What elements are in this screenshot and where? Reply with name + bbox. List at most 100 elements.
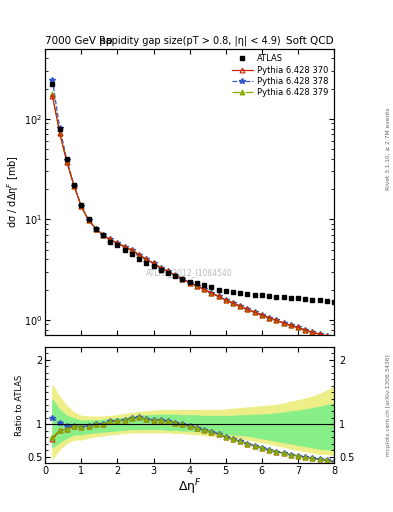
Pythia 6.428 379 [252, 309, 257, 315]
Pythia 6.428 370 [64, 159, 69, 165]
Pythia 6.428 378 [122, 244, 127, 250]
Pythia 6.428 378 [173, 272, 178, 278]
Pythia 6.428 370 [259, 312, 264, 318]
Pythia 6.428 378 [252, 309, 257, 315]
Pythia 6.428 370 [238, 303, 242, 309]
Pythia 6.428 378 [231, 300, 235, 306]
ATLAS [310, 297, 315, 303]
Pythia 6.428 379 [108, 237, 112, 243]
Pythia 6.428 378 [86, 217, 91, 223]
ATLAS [223, 288, 228, 294]
Pythia 6.428 370 [216, 293, 221, 300]
ATLAS [64, 156, 69, 162]
Pythia 6.428 379 [137, 251, 141, 258]
Pythia 6.428 379 [79, 203, 84, 209]
Text: 7000 GeV pp: 7000 GeV pp [45, 36, 113, 46]
Pythia 6.428 379 [310, 329, 315, 335]
Pythia 6.428 379 [303, 327, 308, 333]
Pythia 6.428 378 [108, 237, 112, 243]
Legend: ATLAS, Pythia 6.428 370, Pythia 6.428 378, Pythia 6.428 379: ATLAS, Pythia 6.428 370, Pythia 6.428 37… [230, 53, 330, 98]
Pythia 6.428 370 [223, 297, 228, 303]
Pythia 6.428 379 [332, 335, 336, 342]
Pythia 6.428 370 [310, 329, 315, 335]
Y-axis label: dσ / dΔη$^F$ [mb]: dσ / dΔη$^F$ [mb] [6, 156, 21, 228]
Pythia 6.428 378 [57, 124, 62, 131]
Pythia 6.428 370 [144, 256, 149, 262]
Pythia 6.428 378 [245, 306, 250, 312]
Pythia 6.428 370 [57, 130, 62, 136]
Pythia 6.428 379 [259, 312, 264, 318]
Pythia 6.428 370 [158, 265, 163, 271]
Pythia 6.428 379 [144, 256, 149, 262]
Pythia 6.428 379 [94, 225, 98, 231]
ATLAS [202, 282, 206, 288]
Pythia 6.428 370 [231, 300, 235, 306]
Pythia 6.428 378 [216, 293, 221, 300]
Line: Pythia 6.428 370: Pythia 6.428 370 [50, 93, 336, 341]
Pythia 6.428 378 [310, 329, 315, 335]
Pythia 6.428 378 [187, 280, 192, 286]
ATLAS [94, 226, 98, 232]
Pythia 6.428 378 [267, 314, 272, 321]
Text: Rivet 3.1.10, ≥ 2.7M events: Rivet 3.1.10, ≥ 2.7M events [386, 108, 391, 190]
Pythia 6.428 370 [130, 247, 134, 253]
Pythia 6.428 379 [180, 275, 185, 282]
ATLAS [50, 81, 55, 88]
ATLAS [238, 290, 242, 296]
Pythia 6.428 379 [281, 320, 286, 326]
ATLAS [151, 263, 156, 269]
ATLAS [72, 182, 77, 188]
Pythia 6.428 370 [195, 283, 199, 289]
Pythia 6.428 378 [238, 303, 242, 309]
ATLAS [296, 295, 300, 302]
Pythia 6.428 370 [165, 268, 170, 274]
Pythia 6.428 370 [332, 335, 336, 342]
Pythia 6.428 378 [158, 265, 163, 271]
Pythia 6.428 379 [86, 217, 91, 223]
ATLAS [180, 276, 185, 282]
Pythia 6.428 378 [101, 232, 105, 238]
ATLAS [252, 291, 257, 297]
Pythia 6.428 379 [325, 333, 329, 339]
Pythia 6.428 378 [94, 225, 98, 231]
Pythia 6.428 370 [303, 327, 308, 333]
Y-axis label: Ratio to ATLAS: Ratio to ATLAS [15, 374, 24, 436]
Pythia 6.428 379 [50, 91, 55, 97]
Line: Pythia 6.428 379: Pythia 6.428 379 [50, 92, 336, 341]
ATLAS [137, 256, 141, 262]
Pythia 6.428 370 [94, 225, 98, 231]
ATLAS [303, 296, 308, 303]
Pythia 6.428 378 [130, 247, 134, 253]
ATLAS [317, 297, 322, 304]
ATLAS [165, 270, 170, 276]
Pythia 6.428 370 [101, 232, 105, 238]
Pythia 6.428 378 [223, 297, 228, 303]
Pythia 6.428 378 [72, 183, 77, 189]
Line: ATLAS: ATLAS [50, 82, 336, 304]
Pythia 6.428 379 [187, 280, 192, 286]
Pythia 6.428 379 [223, 297, 228, 303]
Pythia 6.428 379 [238, 303, 242, 309]
Pythia 6.428 378 [317, 331, 322, 337]
ATLAS [144, 260, 149, 266]
Pythia 6.428 378 [195, 283, 199, 289]
Pythia 6.428 370 [281, 320, 286, 326]
Pythia 6.428 379 [173, 272, 178, 278]
Pythia 6.428 379 [245, 306, 250, 312]
Pythia 6.428 370 [317, 331, 322, 337]
ATLAS [115, 242, 120, 248]
ATLAS [173, 273, 178, 280]
X-axis label: Δη$^F$: Δη$^F$ [178, 478, 202, 497]
Pythia 6.428 378 [288, 322, 293, 328]
Pythia 6.428 370 [137, 251, 141, 258]
Pythia 6.428 379 [151, 260, 156, 266]
Pythia 6.428 378 [180, 275, 185, 282]
Pythia 6.428 379 [158, 265, 163, 271]
Pythia 6.428 370 [274, 317, 279, 323]
Pythia 6.428 370 [173, 272, 178, 278]
Pythia 6.428 379 [122, 244, 127, 250]
Pythia 6.428 370 [50, 93, 55, 99]
ATLAS [325, 298, 329, 304]
Pythia 6.428 370 [187, 280, 192, 286]
ATLAS [231, 289, 235, 295]
